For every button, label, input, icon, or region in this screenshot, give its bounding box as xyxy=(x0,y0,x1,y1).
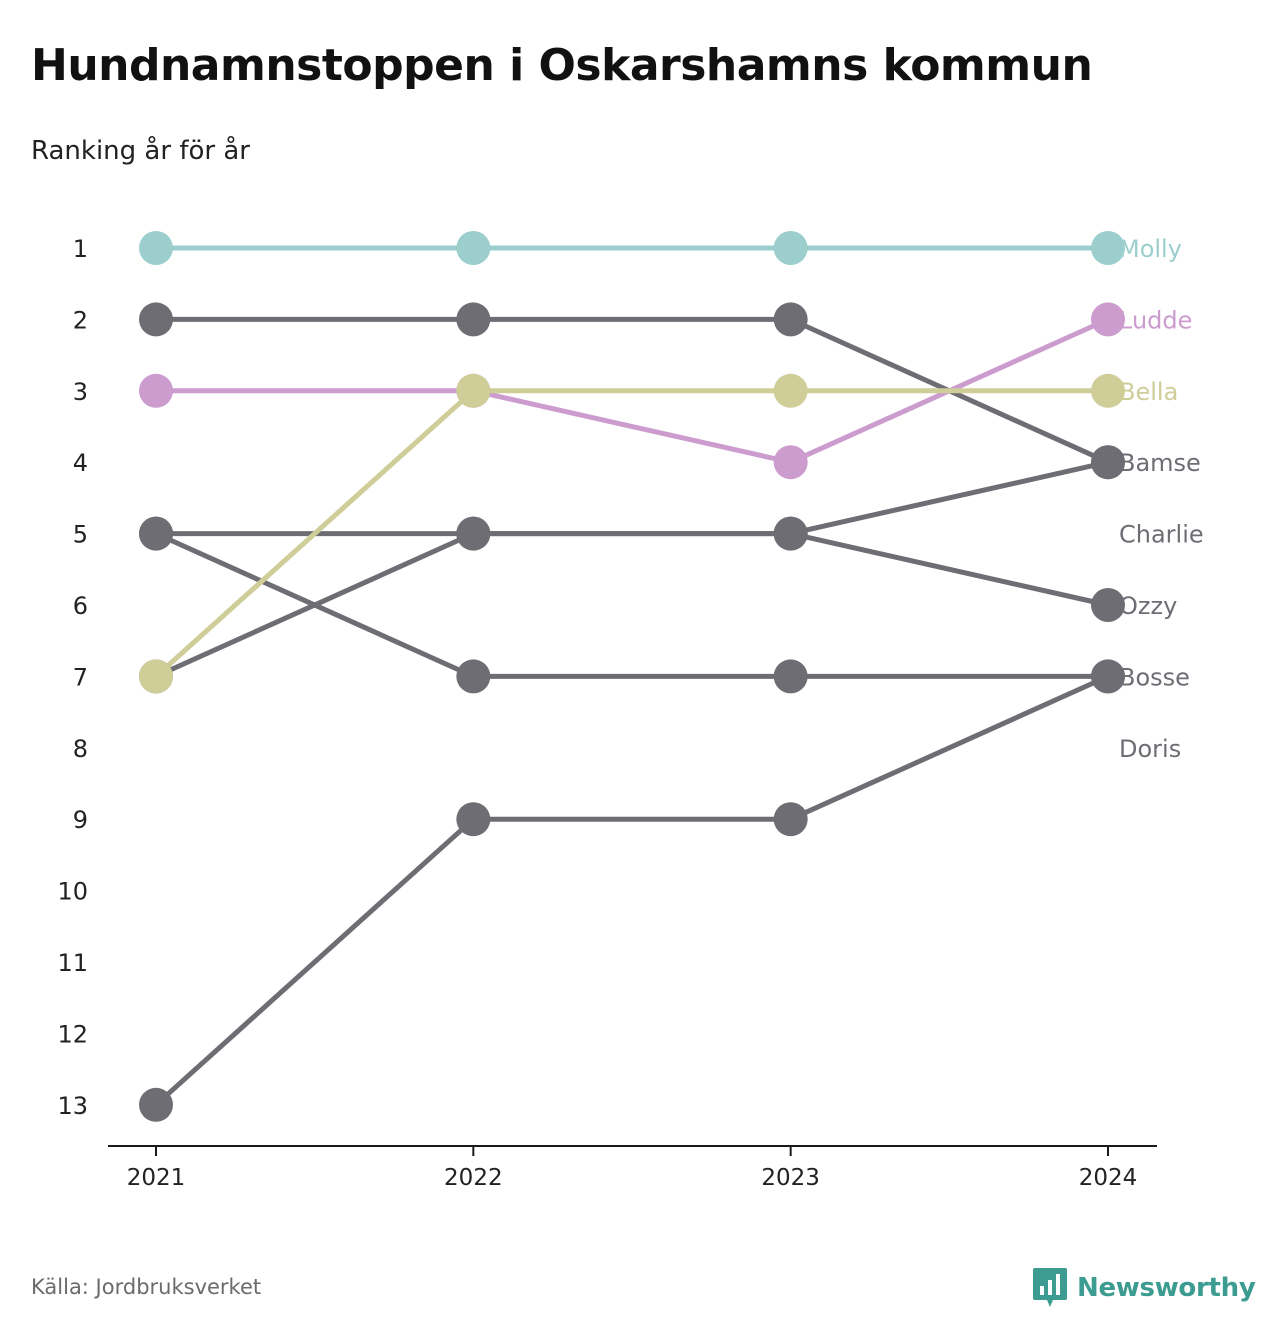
point-bamse-2022 xyxy=(456,302,491,337)
series-line-bosse xyxy=(153,531,1111,679)
y-tick-label: 3 xyxy=(73,378,88,406)
brand-logo: Newsworthy xyxy=(1033,1268,1256,1308)
end-label-ozzy: Ozzy xyxy=(1119,592,1177,620)
x-tick-label-2021: 2021 xyxy=(127,1165,186,1191)
point-bella-2023 xyxy=(773,373,808,408)
end-labels: Molly Ludde Bella Bamse Charlie Ozzy Bosse Dori… xyxy=(1119,235,1204,763)
point-molly-2021 xyxy=(139,231,173,265)
source-note: Källa: Jordbruksverket xyxy=(31,1275,262,1299)
point-bamse-2021 xyxy=(139,302,173,337)
newsworthy-logo-icon xyxy=(1033,1268,1067,1307)
point-bosse-2023 xyxy=(773,659,808,694)
point-molly-2024 xyxy=(1091,231,1125,265)
point-charlie-2024 xyxy=(1091,445,1125,480)
chart-title: Hundnamnstoppen i Oskarshamns kommun xyxy=(31,40,1093,91)
point-ozzy-2023 xyxy=(773,516,808,551)
end-label-bosse: Bosse xyxy=(1119,663,1190,691)
series-line-charlie xyxy=(153,459,1111,679)
y-tick-label: 11 xyxy=(57,949,88,977)
y-tick-label: 12 xyxy=(57,1020,88,1048)
point-ludde-2023 xyxy=(773,445,808,480)
point-molly-2022 xyxy=(456,231,491,265)
series-line-doris xyxy=(153,673,1111,1108)
series-line-bella xyxy=(153,388,1111,679)
point-bella-2022 xyxy=(456,373,491,408)
x-tick-label-2024: 2024 xyxy=(1079,1165,1138,1191)
y-tick-label: 5 xyxy=(73,521,88,549)
end-label-molly: Molly xyxy=(1119,235,1182,263)
brand-name: Newsworthy xyxy=(1077,1273,1256,1303)
point-doris-2024 xyxy=(1091,659,1125,694)
end-label-ludde: Ludde xyxy=(1119,306,1192,334)
point-bosse-2021 xyxy=(139,516,173,551)
point-ludde-2024 xyxy=(1091,302,1125,337)
y-tick-label: 9 xyxy=(73,806,88,834)
point-bella-2021 xyxy=(139,659,173,694)
point-bella-2024 xyxy=(1091,373,1125,408)
point-bosse-2022 xyxy=(456,659,491,694)
point-doris-2021 xyxy=(139,1087,173,1122)
point-ludde-2021 xyxy=(139,373,173,408)
series-lines xyxy=(153,245,1111,1108)
bump-chart: Molly Ludde Bella Bamse Charlie Ozzy Bosse Dori… xyxy=(57,231,1204,1191)
series-line-ozzy xyxy=(153,531,1111,608)
point-doris-2023 xyxy=(773,802,808,837)
point-doris-2022 xyxy=(456,802,491,837)
y-tick-label: 4 xyxy=(73,449,88,477)
point-bamse-2023 xyxy=(773,302,808,337)
y-tick-label: 6 xyxy=(73,592,88,620)
point-ozzy-2022 xyxy=(456,516,491,551)
y-tick-label: 2 xyxy=(73,306,88,334)
y-tick-label: 13 xyxy=(57,1092,88,1120)
end-label-charlie: Charlie xyxy=(1119,521,1204,549)
end-label-doris: Doris xyxy=(1119,735,1181,763)
point-molly-2023 xyxy=(773,231,808,265)
chart-subtitle: Ranking år för år xyxy=(31,136,250,166)
y-tick-label: 8 xyxy=(73,735,88,763)
x-tick-label-2023: 2023 xyxy=(761,1165,820,1191)
end-label-bella: Bella xyxy=(1119,378,1178,406)
y-tick-label: 10 xyxy=(57,878,88,906)
y-tick-label: 1 xyxy=(73,235,88,263)
y-tick-label: 7 xyxy=(73,663,88,691)
end-label-bamse: Bamse xyxy=(1119,449,1201,477)
x-tick-label-2022: 2022 xyxy=(444,1165,503,1191)
series-points xyxy=(139,231,1125,1122)
point-ozzy-2024 xyxy=(1091,588,1125,622)
